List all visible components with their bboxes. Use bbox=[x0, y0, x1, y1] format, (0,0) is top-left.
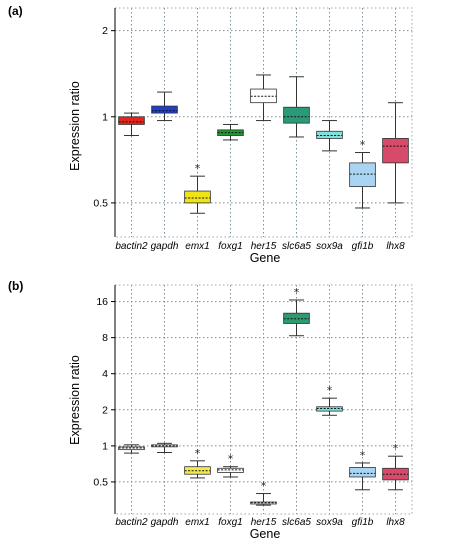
panel-b-x-tick-label-gfi1b: gfi1b bbox=[352, 517, 374, 528]
panel-b-axes bbox=[114, 284, 413, 515]
panel-a-box-bactin2 bbox=[118, 112, 145, 137]
panel-a-box-gapdh bbox=[151, 91, 178, 122]
panel-a-x-label: Gene bbox=[250, 251, 281, 265]
panel-a-x-tick-label-bactin2: bactin2 bbox=[115, 241, 148, 252]
panel-b-box-gfi1b: * bbox=[349, 449, 376, 491]
panel-a-axes bbox=[114, 7, 413, 238]
panel-a-x-tick-labels: bactin2 gapdh emx1 foxg1 her15 slc6a5 sox9a gfi… bbox=[115, 241, 405, 252]
panel-b-x-tick-label-slc6a5: slc6a5 bbox=[282, 517, 311, 528]
panel-b-y-label: Expression ratio bbox=[68, 355, 82, 445]
panel-b-boxes: * * * * * * * bbox=[118, 286, 409, 506]
panel-b-y-ticks: 0.5 1 2 4 8 16 bbox=[93, 296, 115, 488]
panel-b-significance-star-slc6a5: * bbox=[294, 286, 300, 299]
panel-b-box-emx1: * bbox=[184, 447, 211, 479]
panel-a-box-lhx8 bbox=[382, 102, 409, 204]
panel-b-x-tick-label-bactin2: bactin2 bbox=[115, 517, 148, 528]
panel-a-box-sox9a bbox=[316, 120, 343, 152]
panel-b-x-tick-label-gapdh: gapdh bbox=[151, 517, 179, 528]
panel-a-x-tick-label-her15: her15 bbox=[251, 241, 277, 252]
panel-a-iqr-lhx8 bbox=[382, 138, 409, 164]
panel-b-box-sox9a: * bbox=[316, 384, 343, 416]
panel-b-box-gapdh bbox=[151, 442, 178, 454]
panel-b-y-tick-label-0: 0.5 bbox=[93, 476, 108, 488]
panel-b-box-her15: * bbox=[250, 480, 277, 506]
panel-a-iqr-gapdh bbox=[151, 105, 178, 114]
panel-a-iqr-emx1 bbox=[184, 190, 211, 204]
panel-b-grid bbox=[115, 285, 412, 514]
panel-a: (a) 0.512 ** bactin2 gapdh emx1 foxg1 her15 s… bbox=[8, 4, 413, 265]
panel-a-iqr-bactin2 bbox=[118, 116, 145, 125]
panel-b-y-tick-label-3: 4 bbox=[102, 368, 108, 380]
panel-b-box-slc6a5: * bbox=[283, 286, 310, 337]
panel-b-x-tick-label-foxg1: foxg1 bbox=[218, 517, 242, 528]
panel-b-box-lhx8: * bbox=[382, 442, 409, 491]
panel-a-significance-star-emx1: * bbox=[195, 162, 201, 175]
panel-a-x-tick-label-lhx8: lhx8 bbox=[386, 241, 405, 252]
panel-b-significance-star-her15: * bbox=[261, 480, 267, 493]
panel-a-label: (a) bbox=[8, 4, 23, 18]
panel-b-x-tick-label-sox9a: sox9a bbox=[316, 517, 343, 528]
panel-b-label: (b) bbox=[8, 279, 23, 293]
panel-b-box-foxg1: * bbox=[217, 453, 244, 478]
panel-a-y-tick-label-0: 0.5 bbox=[93, 197, 108, 209]
panel-a-iqr-slc6a5 bbox=[283, 106, 310, 124]
panel-b-x-tick-label-lhx8: lhx8 bbox=[386, 517, 405, 528]
panel-a-box-foxg1 bbox=[217, 123, 244, 141]
panel-a-x-tick-label-sox9a: sox9a bbox=[316, 241, 343, 252]
panel-b-x-tick-labels: bactin2 gapdh emx1 foxg1 her15 slc6a5 sox9a gfi… bbox=[115, 517, 405, 528]
panel-a-x-tick-label-slc6a5: slc6a5 bbox=[282, 241, 311, 252]
panel-b-box-bactin2 bbox=[118, 444, 145, 454]
panel-b-y-tick-label-5: 16 bbox=[96, 296, 108, 308]
panel-b-x-tick-label-emx1: emx1 bbox=[185, 517, 209, 528]
panel-b-significance-star-gfi1b: * bbox=[360, 449, 366, 462]
panel-a-x-tick-label-foxg1: foxg1 bbox=[218, 241, 242, 252]
panel-a-iqr-gfi1b bbox=[349, 162, 376, 188]
panel-b-significance-star-lhx8: * bbox=[393, 442, 399, 455]
panel-a-significance-star-gfi1b: * bbox=[360, 139, 366, 152]
panel-a-x-tick-label-gfi1b: gfi1b bbox=[352, 241, 374, 252]
panel-a-x-tick-label-gapdh: gapdh bbox=[151, 241, 179, 252]
panel-b-x-tick-label-her15: her15 bbox=[251, 517, 277, 528]
panel-b-x-label: Gene bbox=[250, 527, 281, 541]
panel-b-y-tick-label-4: 8 bbox=[102, 332, 108, 344]
panel-a-x-tick-label-emx1: emx1 bbox=[185, 241, 209, 252]
panel-b-y-tick-label-1: 1 bbox=[102, 440, 108, 452]
panel-a-box-slc6a5 bbox=[283, 76, 310, 138]
panel-b-significance-star-emx1: * bbox=[195, 447, 201, 460]
panel-a-y-tick-label-1: 1 bbox=[102, 111, 108, 123]
panel-b-significance-star-foxg1: * bbox=[228, 453, 234, 466]
panel-b: (b) 0.5 1 2 4 8 16 * * * * * * * bactin2 gapdh emx1 fo… bbox=[8, 279, 413, 541]
panel-a-iqr-sox9a bbox=[316, 130, 343, 139]
panel-a-box-emx1: * bbox=[184, 162, 211, 214]
panel-b-significance-star-sox9a: * bbox=[327, 384, 333, 397]
panel-b-iqr-gfi1b bbox=[349, 467, 376, 478]
panel-a-y-label: Expression ratio bbox=[68, 81, 82, 171]
panel-a-box-gfi1b: * bbox=[349, 139, 376, 209]
panel-a-y-tick-label-2: 2 bbox=[102, 25, 108, 37]
panel-a-boxes: ** bbox=[118, 74, 409, 214]
panel-b-y-tick-label-2: 2 bbox=[102, 404, 108, 416]
panel-a-y-ticks: 0.5 1 2 bbox=[93, 25, 115, 209]
panel-a-box-her15 bbox=[250, 74, 277, 122]
panel-a-grid bbox=[115, 8, 412, 237]
